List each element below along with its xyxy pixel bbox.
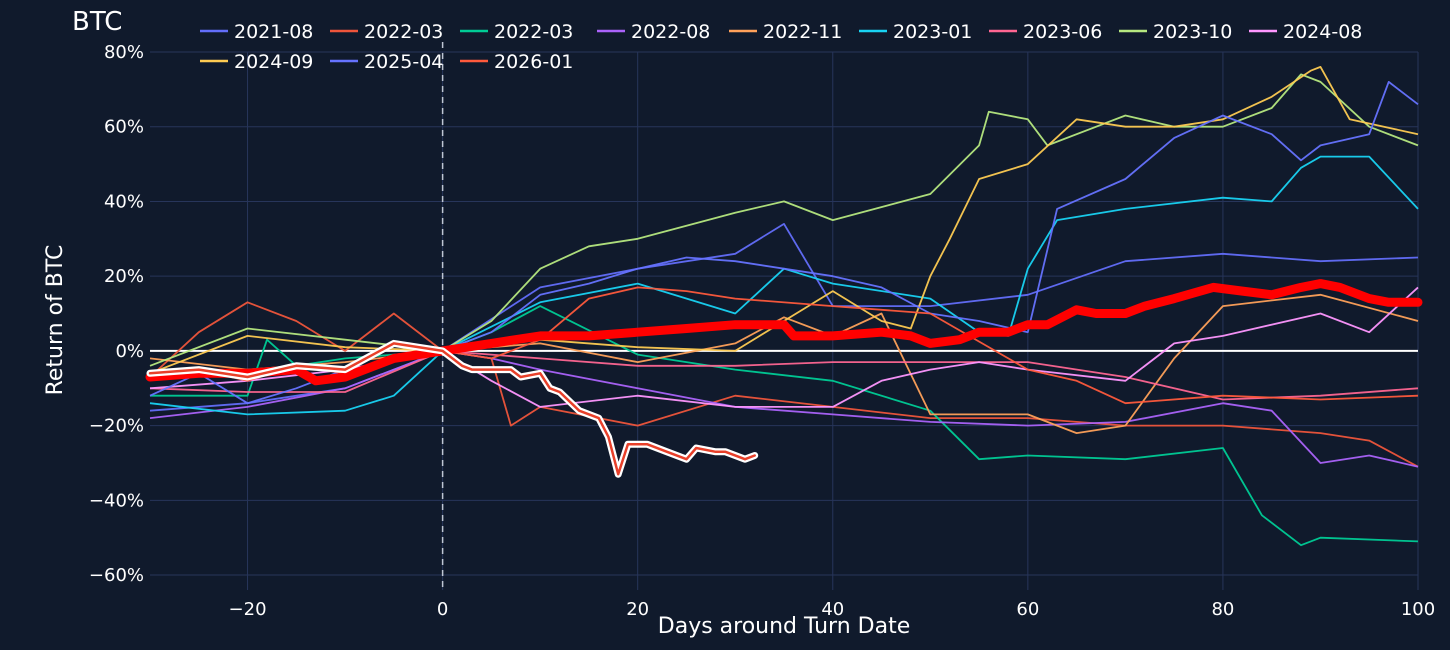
- legend-label: 2023-01: [893, 21, 972, 43]
- x-tick-label: 80: [1211, 599, 1234, 620]
- legend-label: 2024-09: [234, 51, 313, 73]
- x-tick-label: 20: [626, 599, 649, 620]
- legend-item[interactable]: 2022-11: [729, 21, 842, 43]
- series-line: [149, 155, 1419, 416]
- y-tick-label: 0%: [115, 341, 144, 362]
- legend-label: 2022-03: [364, 21, 443, 43]
- legend-item[interactable]: 2021-08: [200, 21, 313, 43]
- y-tick-label: 60%: [104, 117, 144, 138]
- y-tick-label: −40%: [89, 490, 144, 511]
- current-line: [148, 342, 756, 476]
- y-tick-label: 20%: [104, 266, 144, 287]
- highlight-layer: [145, 279, 1423, 478]
- legend-label: 2025-04: [364, 51, 443, 73]
- legend[interactable]: 2021-08 2022-03 2022-03 2022-08 2022-11 2023-…: [200, 21, 1362, 73]
- series-line: [149, 81, 1419, 405]
- legend-label: 2022-03: [494, 21, 573, 43]
- current-line-outline: [146, 339, 759, 478]
- x-axis-title: Days around Turn Date: [658, 614, 910, 639]
- x-tick-label: 0: [437, 599, 448, 620]
- series-line: [149, 350, 1419, 401]
- legend-item[interactable]: 2025-04: [330, 51, 443, 73]
- legend-item[interactable]: 2024-09: [200, 51, 313, 73]
- legend-label: 2021-08: [234, 21, 313, 43]
- legend-item[interactable]: 2022-08: [597, 21, 710, 43]
- x-tick-label: 100: [1401, 599, 1435, 620]
- legend-item[interactable]: 2022-03: [330, 21, 443, 43]
- legend-label: 2023-10: [1153, 21, 1232, 43]
- legend-label: 2024-08: [1283, 21, 1362, 43]
- chart-title: BTC: [72, 7, 122, 37]
- y-tick-label: 40%: [104, 191, 144, 212]
- legend-item[interactable]: 2023-10: [1119, 21, 1232, 43]
- y-axis-title: Return of BTC: [43, 245, 68, 396]
- legend-label: 2022-11: [763, 21, 842, 43]
- y-tick-label: −20%: [89, 416, 144, 437]
- legend-item[interactable]: 2022-03: [460, 21, 573, 43]
- series-line: [149, 350, 1419, 468]
- legend-item[interactable]: 2023-01: [859, 21, 972, 43]
- average-line: [145, 279, 1423, 386]
- legend-label: 2022-08: [631, 21, 710, 43]
- x-tick-label: 40: [821, 599, 844, 620]
- series-layer: [149, 66, 1419, 547]
- reference-lines: [150, 42, 1418, 590]
- x-tick-label: −20: [229, 599, 267, 620]
- legend-label: 2023-06: [1023, 21, 1102, 43]
- axis-layer: −20 0 20 40 60 80 100 −60% −40% −20% 0% 20% 40% 60% 80…: [89, 42, 1435, 620]
- legend-item[interactable]: 2023-06: [989, 21, 1102, 43]
- x-tick-label: 60: [1016, 599, 1039, 620]
- legend-item[interactable]: 2024-08: [1249, 21, 1362, 43]
- legend-label: 2026-01: [494, 51, 573, 73]
- legend-item[interactable]: 2026-01: [460, 51, 573, 73]
- series-line: [149, 73, 1419, 367]
- y-tick-label: 80%: [104, 42, 144, 63]
- y-tick-label: −60%: [89, 565, 144, 586]
